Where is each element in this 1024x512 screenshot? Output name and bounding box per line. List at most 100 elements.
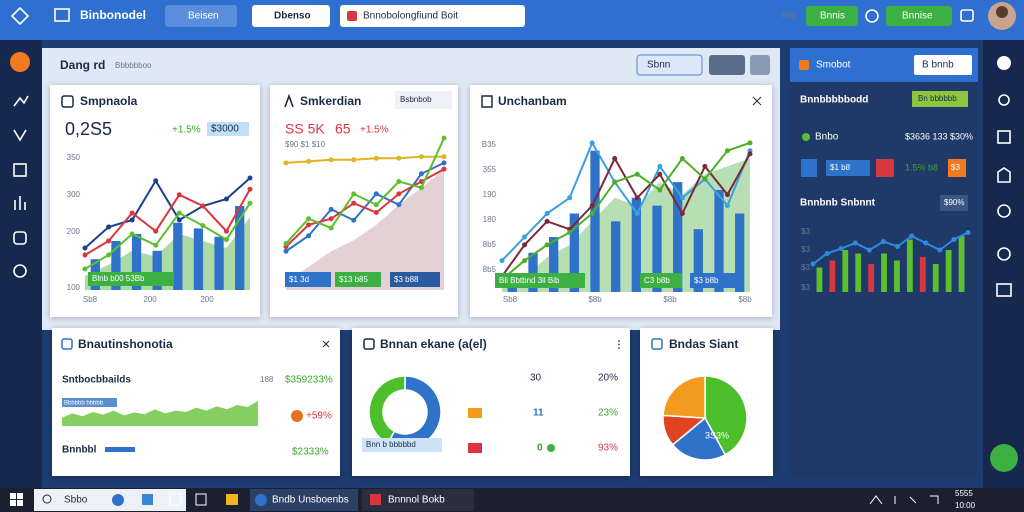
x-axis-label: Sb8 [83,295,98,304]
bar [131,234,142,290]
button[interactable] [750,55,770,75]
nav-icon[interactable] [13,163,27,177]
point [724,192,730,198]
bar [945,250,952,292]
y-axis-label: B35 [482,140,497,149]
button-label[interactable]: Bsbnbob [400,95,432,104]
y-axis-label: 100 [67,283,81,292]
button[interactable] [636,54,703,76]
tab-label[interactable]: Dbenso [274,11,311,22]
taskbar-app-label[interactable]: Bndb Unsboenbs [272,495,349,506]
nav-icon[interactable] [10,52,30,72]
left-sidebar [0,40,42,488]
close-button[interactable] [322,340,330,348]
menu-button[interactable]: ⋮ [614,340,624,351]
metric-change: +1.5% [360,125,389,136]
point [106,224,112,230]
taskbar-icon[interactable] [112,494,124,506]
tab-label[interactable]: Beisen [188,11,219,22]
point [247,175,253,181]
nav-icon[interactable] [996,283,1012,297]
logo [10,6,30,26]
app-name: Binbonodel [80,8,146,22]
taskbar-app-label[interactable]: Bnnnol Bokb [388,495,445,506]
button[interactable] [395,91,452,109]
start-button[interactable] [10,493,23,506]
nav-icon[interactable] [13,95,29,107]
list-value: $2333% [292,447,329,458]
badge-label: Bn bbbbbb [918,94,957,103]
icon[interactable] [865,9,879,23]
settings-icon[interactable] [997,56,1011,70]
point [838,246,844,252]
point [176,217,182,223]
button-label[interactable]: B bnnb [922,60,954,71]
card-icon [651,338,663,350]
badge [335,272,381,287]
tab[interactable] [252,5,330,27]
taskbar-search-text[interactable]: Sbbo [64,495,88,506]
tab[interactable] [165,5,237,27]
tray-date: 5555 [955,489,973,498]
bar [829,260,836,292]
icon[interactable] [960,9,974,22]
bar [816,267,823,292]
taskbar-app[interactable] [362,489,474,511]
fab[interactable] [990,444,1018,472]
y-axis-label: 180 [483,215,497,224]
point [306,216,312,222]
button[interactable] [886,6,952,26]
search-text[interactable]: Bnnobolongfiund Boit [363,11,458,22]
pie-slice [704,375,748,456]
nav-icon[interactable] [13,231,27,245]
button[interactable] [709,55,745,75]
point [283,248,289,254]
bar [673,182,683,292]
taskbar-app[interactable] [250,489,358,511]
nav-icon[interactable] [997,204,1011,218]
badge-label: $1 b8 [830,163,851,172]
pie-label: 3S3% [705,430,729,440]
nav-icon[interactable] [997,130,1011,144]
pie-slice [671,416,727,461]
area [85,217,250,290]
taskbar-icon[interactable] [142,494,153,505]
button[interactable] [914,55,972,75]
taskbar-icon[interactable] [226,494,238,505]
button-label[interactable]: Bnnis [820,11,845,22]
card-icon [284,93,294,108]
metric-value: 65 [335,121,351,137]
nav-icon[interactable] [14,196,26,210]
point [328,216,334,222]
point [176,210,182,216]
point [544,211,550,216]
y-axis-label: 355 [483,165,497,174]
nav-icon[interactable] [998,94,1010,106]
pie-slice [662,375,706,419]
point [396,155,402,161]
point [351,157,357,163]
point [283,241,289,246]
line [84,188,251,256]
nav-icon[interactable] [997,247,1011,261]
tray-time: 10:00 [955,501,976,510]
taskbar-icon[interactable] [195,493,207,506]
taskbar-icon[interactable] [169,493,182,506]
point [373,210,379,215]
taskbar-search[interactable] [34,489,186,511]
bar [735,213,745,292]
point [283,160,289,166]
point [724,203,730,209]
button-label[interactable]: Sbnn [647,60,670,71]
nav-icon[interactable] [13,264,27,278]
button[interactable] [806,6,858,26]
nav-icon[interactable] [997,167,1011,183]
x-axis-label: 200 [143,295,157,304]
search-box[interactable] [340,5,525,27]
point [306,233,312,239]
card-title: Bndas Siant [669,337,738,351]
close-button[interactable] [752,96,762,106]
nav-icon[interactable] [13,129,27,142]
button-label[interactable]: Bnnise [902,11,933,22]
